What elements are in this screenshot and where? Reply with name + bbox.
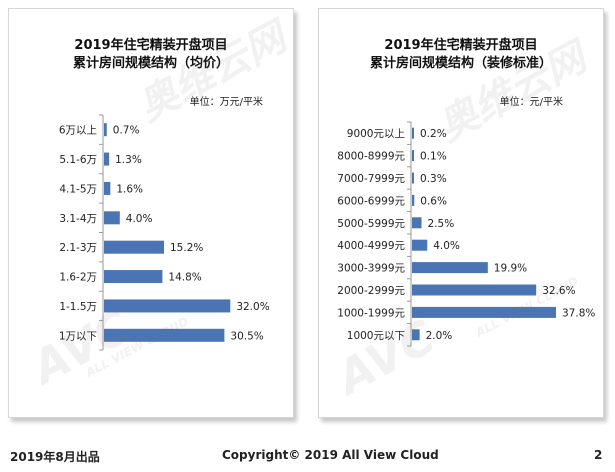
category-label: 1000-1999元 <box>337 307 405 319</box>
chart-title-line2: 累计房间规模结构（装修标准） <box>369 56 552 71</box>
chart-panel-price: 2019年住宅精装开盘项目 累计房间规模结构（均价） 单位：万元/平米 6万以上… <box>8 8 294 418</box>
data-label: 2.5% <box>428 218 455 230</box>
bar <box>412 194 415 206</box>
category-label: 3.1-4万 <box>59 213 97 225</box>
data-label: 0.1% <box>420 151 447 163</box>
data-label: 14.8% <box>168 272 201 284</box>
data-label: 32.0% <box>236 301 269 313</box>
category-label: 1000元以下 <box>347 330 405 342</box>
bar <box>412 172 414 184</box>
bar <box>412 306 556 318</box>
category-label: 4000-4999元 <box>337 240 405 252</box>
data-label: 4.0% <box>433 240 460 252</box>
bar <box>412 150 414 162</box>
data-label: 0.3% <box>420 173 447 185</box>
bar <box>412 217 422 229</box>
bar <box>412 127 414 139</box>
chart-unit-label: 单位：万元/平米 <box>189 97 263 108</box>
chart-title-line2: 累计房间规模结构（均价） <box>72 56 229 71</box>
bar <box>104 240 164 254</box>
data-label: 30.5% <box>230 330 263 342</box>
bar <box>104 328 225 342</box>
bar <box>104 123 107 137</box>
bar <box>104 152 110 166</box>
category-label: 3000-3999元 <box>337 263 405 275</box>
chart-unit-label: 单位：元/平米 <box>499 97 563 108</box>
category-label: 8000-8999元 <box>337 151 405 163</box>
bar <box>412 329 420 341</box>
category-label: 5.1-6万 <box>59 154 97 166</box>
bar <box>412 262 488 274</box>
bar-chart-decoration: 9000元以上 0.2% 8000-8999元 0.1% 7000-7999元 0.3% 6… <box>337 121 595 347</box>
footer-copyright: Copyright© 2019 All View Cloud <box>222 448 439 462</box>
footer-date: 2019年8月出品 <box>10 450 100 464</box>
bar-chart-price: 6万以上 0.7% 5.1-6万 1.3% 4.1-5万 1.6% 3.1-4万 4.0% 2.… <box>59 114 270 351</box>
category-label: 1万以下 <box>59 330 97 342</box>
category-label: 7000-7999元 <box>337 173 405 185</box>
data-label: 0.2% <box>420 128 447 140</box>
data-label: 15.2% <box>170 242 203 254</box>
data-label: 32.6% <box>542 285 575 297</box>
data-label: 4.0% <box>126 213 153 225</box>
bar <box>104 270 163 284</box>
chart-title-line1: 2019年住宅精装开盘项目 <box>74 38 228 53</box>
data-label: 0.6% <box>420 195 447 207</box>
bar <box>104 299 231 313</box>
bar <box>104 181 111 195</box>
category-label: 4.1-5万 <box>59 183 97 195</box>
category-label: 6000-6999元 <box>337 195 405 207</box>
bar <box>412 239 428 251</box>
data-label: 0.7% <box>113 125 140 137</box>
category-label: 2000-2999元 <box>337 285 405 297</box>
category-label: 9000元以上 <box>347 128 405 140</box>
bar <box>104 211 120 225</box>
data-label: 1.3% <box>115 154 142 166</box>
category-label: 1.6-2万 <box>59 272 97 284</box>
data-label: 19.9% <box>494 263 527 275</box>
category-label: 1-1.5万 <box>59 301 97 313</box>
bar <box>412 284 537 296</box>
data-label: 37.8% <box>562 307 595 319</box>
data-label: 2.0% <box>426 330 453 342</box>
chart-panel-decoration: 2019年住宅精装开盘项目 累计房间规模结构（装修标准） 单位：元/平米 900… <box>318 8 604 418</box>
category-label: 6万以上 <box>59 125 97 137</box>
category-label: 5000-5999元 <box>337 218 405 230</box>
chart-title-line1: 2019年住宅精装开盘项目 <box>384 38 538 53</box>
data-label: 1.6% <box>116 183 143 195</box>
footer-page-number: 2 <box>594 448 603 462</box>
category-label: 2.1-3万 <box>59 242 97 254</box>
